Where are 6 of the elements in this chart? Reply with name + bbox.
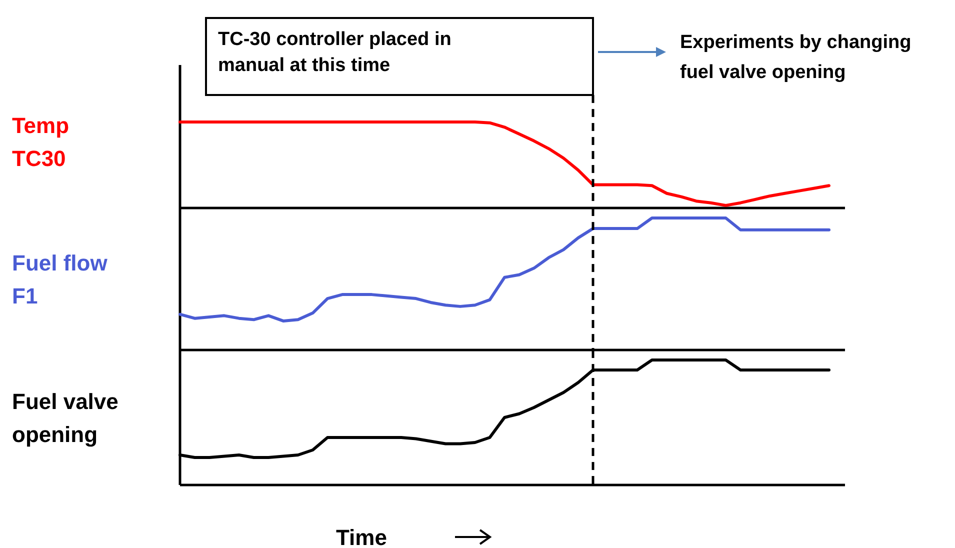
- y-axis-title: Fuel flow F1: [12, 250, 108, 308]
- y-axis-title: Temp TC30: [12, 113, 70, 171]
- y-axis-title: Fuel valve opening: [12, 389, 118, 447]
- x-axis-title: Time: [336, 525, 387, 548]
- text: TC-30 controller placed in manual at this time: [218, 29, 452, 76]
- text: Experiments by changing fuel valve opening: [680, 32, 912, 83]
